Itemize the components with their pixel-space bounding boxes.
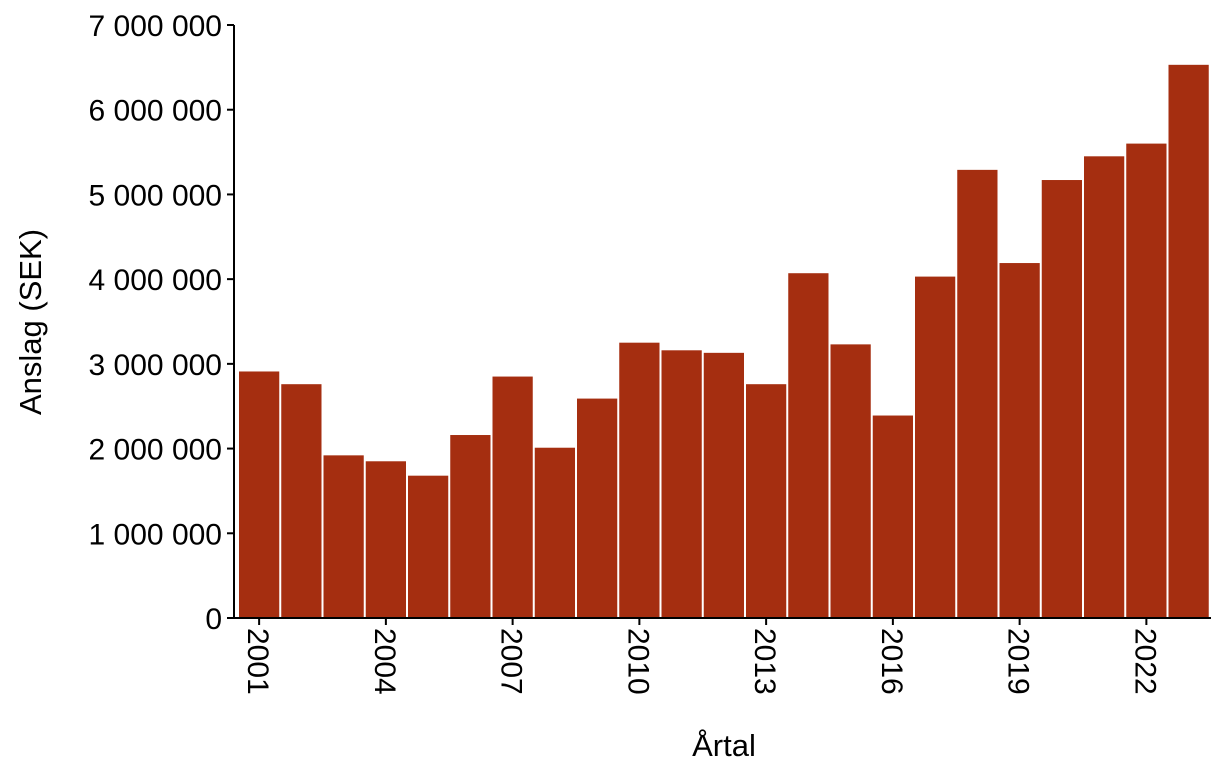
y-tick-label: 7 000 000 (89, 10, 222, 43)
bar-2011 (661, 350, 702, 618)
y-tick-label: 5 000 000 (89, 179, 222, 212)
x-tick-label: 2016 (875, 628, 908, 695)
x-tick-label: 2007 (495, 628, 528, 695)
y-tick-label: 6 000 000 (89, 95, 222, 128)
x-tick-label: 2004 (368, 628, 401, 695)
bar-2016 (872, 415, 913, 618)
y-axis-title: Anslag (SEK) (13, 229, 48, 415)
bar-2002 (281, 384, 322, 618)
bar-2009 (577, 398, 618, 618)
bar-2003 (323, 455, 364, 618)
x-tick-label: 2019 (1002, 628, 1035, 695)
bar-2018 (957, 169, 998, 619)
y-tick-label: 0 (205, 603, 222, 636)
bar-2020 (1041, 180, 1082, 618)
bar-2004 (365, 461, 406, 618)
bar-2015 (830, 344, 871, 618)
x-tick-label: 2022 (1128, 628, 1161, 695)
bar-2022 (1126, 143, 1167, 618)
x-tick-label: 2013 (748, 628, 781, 695)
bar-2019 (999, 263, 1040, 618)
y-axis-ticks: 0 1 000 000 2 000 000 3 000 000 4 000 000 5 0… (89, 10, 234, 636)
bar-2006 (450, 435, 491, 618)
bar-2007 (492, 376, 533, 618)
y-tick-label: 2 000 000 (89, 434, 222, 467)
bar-2008 (534, 447, 575, 618)
bar-2013 (746, 384, 787, 618)
bar-2023 (1168, 64, 1209, 618)
x-tick-label: 2001 (241, 628, 274, 695)
x-tick-label: 2010 (621, 628, 654, 695)
y-tick-label: 4 000 000 (89, 264, 222, 297)
x-axis-ticks: 2001 2004 2007 2010 2013 2016 2019 2022 (241, 618, 1161, 695)
x-axis-title: Årtal (692, 728, 756, 763)
y-tick-label: 3 000 000 (89, 349, 222, 382)
bar-2017 (915, 276, 956, 618)
bar-2021 (1084, 156, 1125, 618)
y-tick-label: 1 000 000 (89, 518, 222, 551)
bar-2010 (619, 342, 660, 618)
bar-2005 (408, 475, 449, 618)
bar-2012 (703, 352, 744, 618)
bar-2001 (239, 371, 280, 618)
bar-2014 (788, 273, 829, 618)
bars (239, 64, 1209, 619)
